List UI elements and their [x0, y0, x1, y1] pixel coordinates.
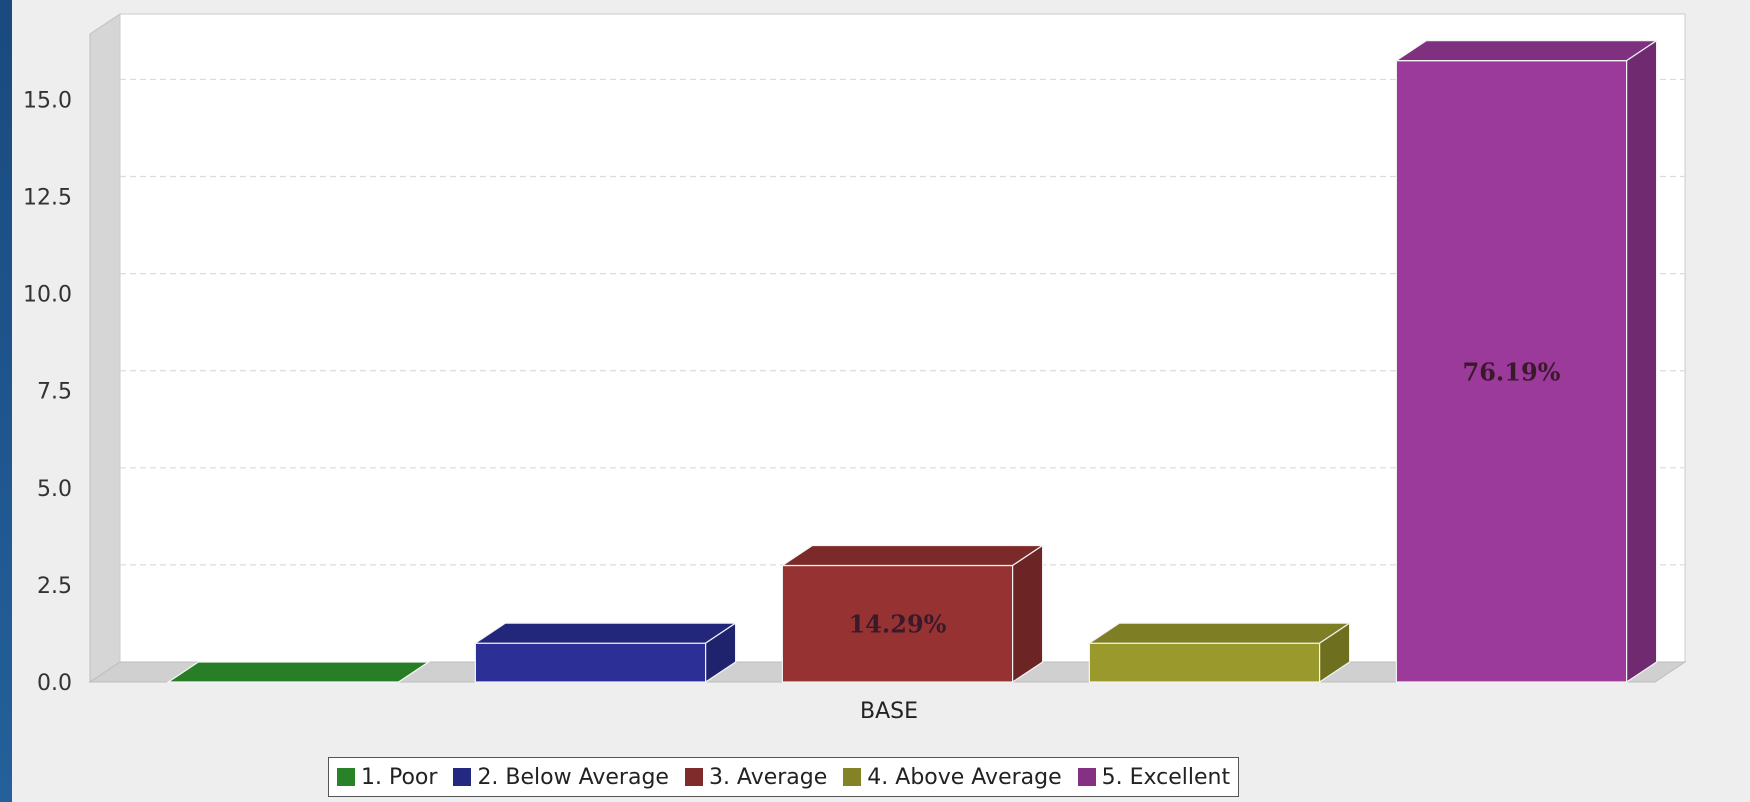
- legend-label: 5. Excellent: [1101, 764, 1231, 790]
- legend: 1. Poor 2. Below Average 3. Average 4. Abov…: [328, 757, 1240, 797]
- legend-item: 1. Poor: [337, 765, 437, 790]
- bar-3: [780, 544, 1045, 684]
- legend-label: 2. Below Average: [477, 764, 669, 790]
- y-tick-label: 0.0: [37, 671, 72, 696]
- legend-swatch: [1077, 768, 1096, 786]
- bar-5: [1394, 39, 1659, 684]
- bar-1: [166, 661, 431, 683]
- legend-label: 1. Poor: [361, 764, 438, 790]
- y-tick-label: 12.5: [23, 186, 72, 211]
- bar-value-label: 76.19%: [1463, 357, 1561, 386]
- legend-item: 2. Below Average: [453, 765, 669, 790]
- legend-swatch: [453, 768, 472, 786]
- legend-item: 5. Excellent: [1077, 764, 1231, 790]
- bar-4: [1087, 622, 1352, 684]
- legend-label: 3. Average: [708, 764, 828, 790]
- legend-swatch: [684, 768, 703, 786]
- bar-2: [473, 622, 738, 684]
- bar-value-label: 14.29%: [849, 610, 947, 639]
- legend-swatch: [843, 768, 862, 786]
- plot-side-wall: [89, 13, 121, 683]
- y-tick-label: 10.0: [23, 283, 72, 308]
- y-tick-label: 15.0: [23, 88, 72, 113]
- y-tick-label: 2.5: [37, 574, 72, 599]
- y-tick-label: 7.5: [37, 380, 72, 405]
- x-category-label: BASE: [860, 699, 918, 724]
- y-tick-label: 5.0: [37, 477, 72, 502]
- legend-swatch: [337, 768, 355, 786]
- legend-item: 3. Average: [684, 764, 828, 790]
- legend-label: 4. Above Average: [867, 764, 1062, 790]
- legend-item: 4. Above Average: [843, 764, 1062, 790]
